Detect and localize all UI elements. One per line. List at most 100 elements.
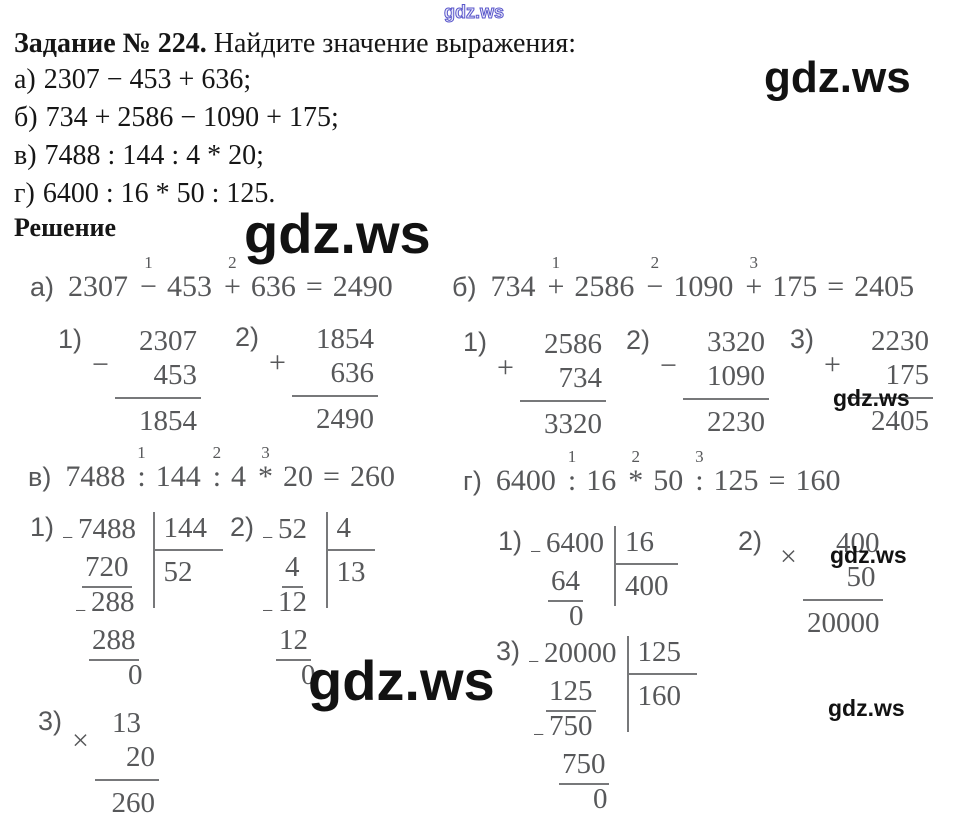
division-row: −12	[262, 585, 319, 623]
operator-with-step: 1 +	[547, 253, 564, 304]
step-result: 20000	[806, 607, 880, 639]
part-g-label: г)	[463, 466, 482, 496]
column-stack: 2230 175 2405	[846, 324, 933, 438]
minus-mark: −	[262, 600, 274, 622]
step-mark: 1	[567, 447, 577, 466]
part-a-step-1: 1) − 2307 453 1854	[58, 324, 201, 438]
step-mark: 2	[228, 253, 237, 272]
operand-bottom: 636	[291, 356, 378, 397]
operator: −	[646, 270, 664, 303]
remainder-zero: 0	[301, 659, 316, 691]
division-row: 12	[276, 623, 319, 661]
solution-heading: Решение	[14, 213, 117, 242]
step-mark: 2	[212, 443, 222, 462]
division-row: 4	[282, 550, 319, 588]
remainder: 12	[278, 586, 308, 618]
quotient: 13	[336, 556, 366, 588]
remainder-zero: 0	[593, 783, 608, 815]
division-row: 0	[125, 658, 146, 693]
division-row: 125	[546, 674, 620, 712]
subtrahend: 64	[548, 565, 584, 602]
operator: +	[223, 270, 241, 303]
dividend: 20000	[544, 637, 617, 669]
operator-with-step: 2 +	[223, 253, 241, 304]
quotient: 52	[163, 556, 193, 588]
part-g-step-2: 2) × 400 50 20000	[738, 526, 884, 640]
operator-with-step: 2−	[646, 253, 664, 304]
number: 20	[283, 460, 314, 493]
part-b-step-2: 2) − 3320 1090 2230	[626, 325, 769, 439]
division-corner: 125 160	[626, 636, 698, 732]
problem-b-expr: 734 + 2586 − 1090 + 175;	[45, 102, 339, 133]
operand-bottom: 50	[802, 560, 884, 601]
part-b-equation: б) 734 1 +2586 2−1090 3 +175 = 2405	[452, 253, 924, 304]
column-stack: 400 50 20000	[802, 526, 884, 640]
number: 2307	[68, 270, 129, 303]
division-row: −20000	[528, 636, 620, 674]
operator: :	[137, 460, 146, 493]
division-row: 64	[548, 564, 607, 602]
remainder-zero: 0	[569, 600, 584, 632]
problem-g: г) 6400 : 16 * 50 : 125.	[14, 178, 275, 210]
division-row: 0	[590, 782, 620, 817]
watermark-right-large: gdz.ws	[764, 53, 911, 102]
operand-bottom: 20	[94, 740, 159, 781]
remainder-zero: 0	[128, 659, 143, 691]
watermark-bottom-large: gdz.ws	[308, 649, 495, 712]
step-mark: 2	[650, 253, 660, 272]
problem-a-expr: 2307 − 453 + 636;	[43, 64, 252, 95]
division-row: −52	[262, 512, 319, 550]
plus-sign: +	[824, 348, 841, 381]
division-row: −6400	[530, 526, 607, 564]
task-number: Задание № 224.	[14, 28, 207, 59]
multiply-sign: ×	[72, 724, 89, 757]
column-stack: 2307 453 1854	[114, 324, 201, 438]
part-a-label: а)	[30, 272, 55, 302]
operand-bottom: 453	[114, 358, 201, 399]
division-corner: 4 13	[325, 512, 375, 608]
operand-bottom: 734	[519, 361, 606, 402]
part-v-division-1: 1) −7488 720 −288 288 0 144 52	[30, 512, 224, 693]
equals-sign: =	[827, 270, 845, 303]
multiply-sign: ×	[780, 540, 797, 573]
operator: *	[258, 460, 274, 493]
division-corner: 144 52	[152, 512, 224, 608]
task-header: Задание № 224. Найдите значение выражени…	[14, 28, 576, 60]
operand-top: 1854	[315, 323, 374, 355]
operand-top: 400	[835, 527, 880, 559]
equals-sign: =	[323, 460, 340, 493]
divisor: 125	[628, 636, 698, 675]
step-label: 1)	[463, 327, 488, 357]
plus-sign: +	[269, 346, 286, 379]
result: 2405	[854, 270, 915, 303]
part-b-step-3: 3) + 2230 175 2405	[790, 324, 933, 438]
step-result: 2230	[706, 406, 765, 438]
problem-b: б) 734 + 2586 − 1090 + 175;	[14, 102, 339, 134]
number: 2586	[574, 270, 635, 303]
quotient: 400	[625, 570, 669, 602]
step-mark: 1	[551, 253, 561, 272]
subtrahend: 4	[282, 551, 303, 588]
operator: :	[567, 464, 577, 497]
operator: +	[745, 270, 763, 303]
plus-sign: +	[497, 351, 514, 384]
subtrahend: 288	[89, 624, 139, 661]
problem-b-label: б)	[14, 102, 38, 133]
division-row: 750	[559, 747, 620, 785]
operand-bottom: 1090	[682, 359, 769, 400]
step-result: 260	[111, 787, 155, 819]
minus-mark: −	[62, 527, 74, 549]
problem-a-label: а)	[14, 64, 36, 95]
watermark-top: gdz.ws	[443, 2, 505, 22]
part-b-label: б)	[452, 272, 477, 302]
division-left-column: −7488 720 −288 288 0	[62, 512, 146, 693]
column-stack: 1854 636 2490	[291, 322, 378, 436]
step-label: 3)	[496, 636, 521, 666]
number: 125	[713, 464, 759, 497]
step-result: 2490	[315, 403, 374, 435]
operator: :	[695, 464, 704, 497]
step-mark: 2	[631, 447, 640, 466]
divisor: 4	[327, 512, 375, 551]
step-mark: 3	[749, 253, 759, 272]
number: 16	[586, 464, 617, 497]
